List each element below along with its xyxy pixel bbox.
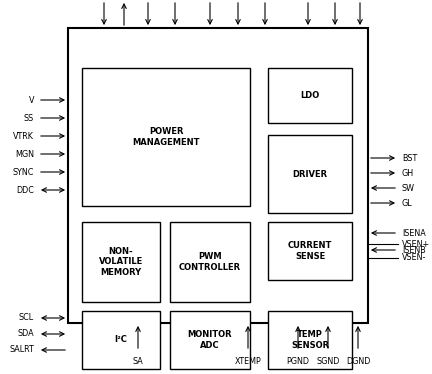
Text: SYNC: SYNC — [13, 168, 34, 177]
Bar — [170, 311, 250, 369]
Text: I²C: I²C — [114, 335, 127, 344]
Text: SW: SW — [402, 184, 415, 193]
Text: NON-
VOLATILE
MEMORY: NON- VOLATILE MEMORY — [99, 247, 143, 277]
Text: DRIVER: DRIVER — [292, 169, 327, 178]
Text: VSEN-: VSEN- — [402, 254, 426, 263]
Bar — [82, 311, 160, 369]
Text: ISENB: ISENB — [402, 245, 426, 254]
Text: MONITOR
ADC: MONITOR ADC — [187, 330, 232, 350]
Text: SA: SA — [133, 357, 143, 366]
Text: V: V — [29, 95, 34, 104]
Text: GH: GH — [402, 169, 414, 178]
Text: ISENA: ISENA — [402, 229, 426, 237]
Bar — [268, 68, 352, 123]
Bar — [268, 222, 352, 280]
Text: MGN: MGN — [15, 150, 34, 159]
Text: SCL: SCL — [19, 313, 34, 322]
Text: CURRENT
SENSE: CURRENT SENSE — [288, 241, 332, 261]
Text: SS: SS — [24, 113, 34, 123]
Text: TEMP
SENSOR: TEMP SENSOR — [291, 330, 329, 350]
Text: VTRK: VTRK — [13, 132, 34, 141]
Bar — [68, 28, 368, 323]
Text: BST: BST — [402, 153, 417, 162]
Text: POWER
MANAGEMENT: POWER MANAGEMENT — [132, 127, 200, 147]
Bar — [82, 68, 250, 206]
Text: PGND: PGND — [286, 357, 309, 366]
Text: XTEMP: XTEMP — [235, 357, 261, 366]
Text: PWM
CONTROLLER: PWM CONTROLLER — [179, 252, 241, 272]
Bar — [170, 222, 250, 302]
Bar — [82, 222, 160, 302]
Text: SALRT: SALRT — [9, 346, 34, 355]
Text: DDC: DDC — [16, 186, 34, 194]
Bar — [268, 135, 352, 213]
Text: SGND: SGND — [316, 357, 340, 366]
Text: DGND: DGND — [346, 357, 370, 366]
Text: VSEN+: VSEN+ — [402, 239, 430, 248]
Text: GL: GL — [402, 199, 413, 208]
Bar — [268, 311, 352, 369]
Text: LDO: LDO — [300, 91, 320, 100]
Text: SDA: SDA — [17, 329, 34, 338]
